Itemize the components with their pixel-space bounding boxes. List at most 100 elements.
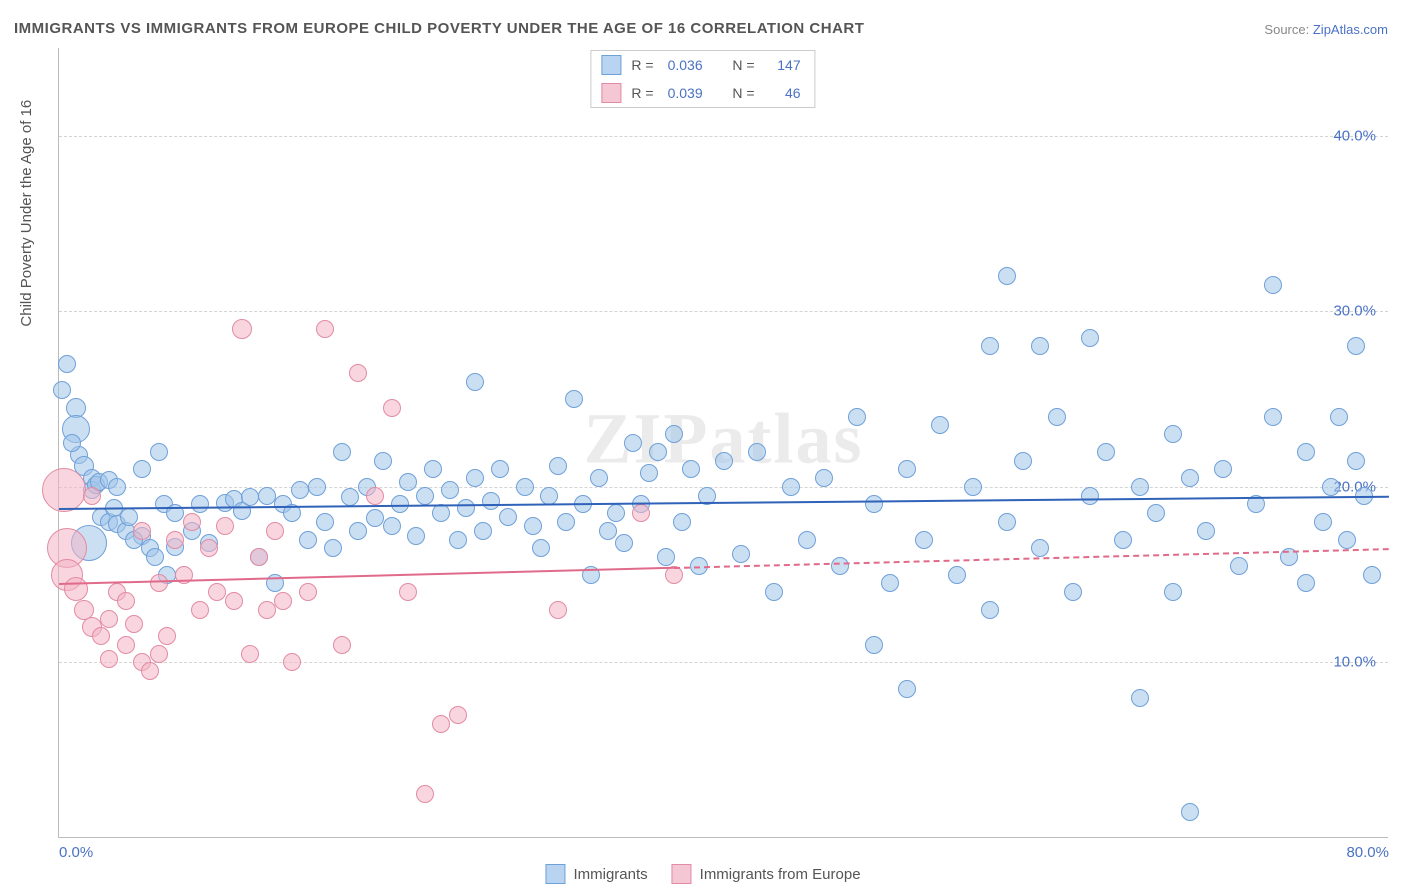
data-point-immigrants xyxy=(1147,504,1165,522)
data-point-europe xyxy=(42,468,86,512)
data-point-europe xyxy=(383,399,401,417)
data-point-immigrants xyxy=(981,601,999,619)
data-point-europe xyxy=(241,645,259,663)
data-point-immigrants xyxy=(898,680,916,698)
data-point-europe xyxy=(191,601,209,619)
legend-swatch xyxy=(672,864,692,884)
n-value: 46 xyxy=(769,85,801,101)
n-label: N = xyxy=(732,85,754,101)
data-point-immigrants xyxy=(915,531,933,549)
data-point-immigrants xyxy=(516,478,534,496)
data-point-immigrants xyxy=(466,373,484,391)
y-axis-label: Child Poverty Under the Age of 16 xyxy=(18,100,35,327)
data-point-immigrants xyxy=(416,487,434,505)
data-point-immigrants xyxy=(1097,443,1115,461)
data-point-immigrants xyxy=(732,545,750,563)
data-point-europe xyxy=(64,577,88,601)
data-point-immigrants xyxy=(424,460,442,478)
data-point-immigrants xyxy=(441,481,459,499)
data-point-europe xyxy=(117,636,135,654)
data-point-immigrants xyxy=(1214,460,1232,478)
source-link[interactable]: ZipAtlas.com xyxy=(1313,22,1388,37)
data-point-immigrants xyxy=(565,390,583,408)
data-point-immigrants xyxy=(308,478,326,496)
series-legend: ImmigrantsImmigrants from Europe xyxy=(545,864,860,884)
data-point-immigrants xyxy=(1164,583,1182,601)
data-point-immigrants xyxy=(848,408,866,426)
data-point-europe xyxy=(258,601,276,619)
data-point-immigrants xyxy=(150,443,168,461)
data-point-immigrants xyxy=(1330,408,1348,426)
gridline xyxy=(59,311,1388,312)
data-point-immigrants xyxy=(53,381,71,399)
data-point-europe xyxy=(100,650,118,668)
data-point-europe xyxy=(166,531,184,549)
data-point-immigrants xyxy=(1181,469,1199,487)
data-point-immigrants xyxy=(765,583,783,601)
data-point-europe xyxy=(266,522,284,540)
chart-title: IMMIGRANTS VS IMMIGRANTS FROM EUROPE CHI… xyxy=(14,20,864,37)
data-point-europe xyxy=(366,487,384,505)
data-point-europe xyxy=(200,539,218,557)
data-point-europe xyxy=(283,653,301,671)
data-point-immigrants xyxy=(964,478,982,496)
r-value: 0.039 xyxy=(668,85,703,101)
data-point-immigrants xyxy=(1164,425,1182,443)
data-point-europe xyxy=(316,320,334,338)
data-point-immigrants xyxy=(1297,574,1315,592)
data-point-europe xyxy=(150,574,168,592)
data-point-immigrants xyxy=(291,481,309,499)
data-point-immigrants xyxy=(1264,408,1282,426)
data-point-immigrants xyxy=(146,548,164,566)
data-point-europe xyxy=(150,645,168,663)
data-point-immigrants xyxy=(341,488,359,506)
data-point-immigrants xyxy=(432,504,450,522)
data-point-immigrants xyxy=(748,443,766,461)
data-point-europe xyxy=(183,513,201,531)
source-attribution: Source: ZipAtlas.com xyxy=(1264,22,1388,37)
data-point-immigrants xyxy=(981,337,999,355)
data-point-immigrants xyxy=(665,425,683,443)
data-point-immigrants xyxy=(1347,452,1365,470)
data-point-immigrants xyxy=(1338,531,1356,549)
data-point-immigrants xyxy=(624,434,642,452)
data-point-immigrants xyxy=(241,488,259,506)
data-point-immigrants xyxy=(782,478,800,496)
legend-swatch xyxy=(601,55,621,75)
y-tick-label: 10.0% xyxy=(1333,654,1376,671)
data-point-europe xyxy=(349,364,367,382)
data-point-immigrants xyxy=(1031,337,1049,355)
data-point-immigrants xyxy=(399,473,417,491)
data-point-immigrants xyxy=(1131,478,1149,496)
data-point-immigrants xyxy=(865,495,883,513)
data-point-europe xyxy=(158,627,176,645)
data-point-immigrants xyxy=(1264,276,1282,294)
data-point-immigrants xyxy=(133,460,151,478)
data-point-immigrants xyxy=(931,416,949,434)
data-point-immigrants xyxy=(366,509,384,527)
data-point-immigrants xyxy=(532,539,550,557)
data-point-immigrants xyxy=(865,636,883,654)
data-point-immigrants xyxy=(798,531,816,549)
data-point-europe xyxy=(632,504,650,522)
data-point-europe xyxy=(92,627,110,645)
data-point-europe xyxy=(274,592,292,610)
data-point-europe xyxy=(333,636,351,654)
data-point-immigrants xyxy=(333,443,351,461)
r-label: R = xyxy=(631,57,653,73)
data-point-immigrants xyxy=(549,457,567,475)
data-point-immigrants xyxy=(815,469,833,487)
data-point-immigrants xyxy=(540,487,558,505)
data-point-europe xyxy=(83,487,101,505)
r-label: R = xyxy=(631,85,653,101)
correlation-legend-row: R = 0.039 N = 46 xyxy=(591,79,814,107)
data-point-europe xyxy=(449,706,467,724)
data-point-immigrants xyxy=(482,492,500,510)
data-point-immigrants xyxy=(474,522,492,540)
data-point-europe xyxy=(299,583,317,601)
series-label: Immigrants from Europe xyxy=(700,866,861,883)
r-value: 0.036 xyxy=(668,57,703,73)
data-point-immigrants xyxy=(1131,689,1149,707)
data-point-immigrants xyxy=(449,531,467,549)
x-tick-label: 0.0% xyxy=(59,844,93,861)
